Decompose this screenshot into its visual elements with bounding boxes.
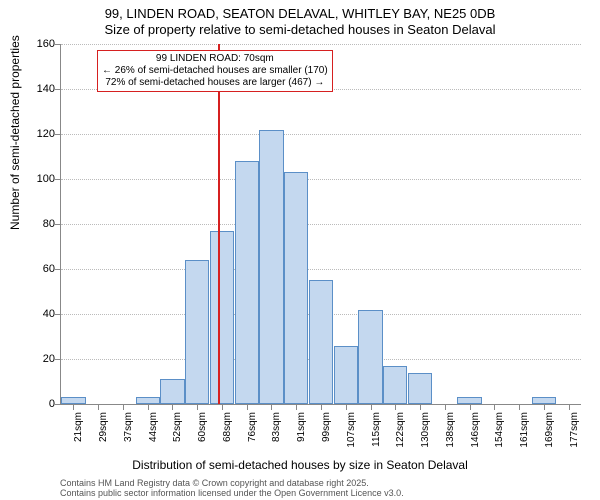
histogram-bar [408, 373, 432, 405]
chart-plot-area: 99 LINDEN ROAD: 70sqm ← 26% of semi-deta… [60, 44, 581, 405]
y-tick [55, 134, 61, 135]
histogram-bar [309, 280, 333, 404]
y-tick [55, 224, 61, 225]
gridline [61, 224, 581, 225]
x-tick [197, 404, 198, 410]
x-tick [247, 404, 248, 410]
x-tick-label: 52sqm [172, 412, 183, 452]
annotation-line1: 99 LINDEN ROAD: 70sqm [102, 53, 328, 65]
x-tick [172, 404, 173, 410]
y-tick-label: 20 [43, 353, 55, 365]
x-tick-label: 21sqm [73, 412, 84, 452]
y-tick [55, 179, 61, 180]
x-tick-label: 91sqm [296, 412, 307, 452]
y-tick-label: 60 [43, 263, 55, 275]
x-tick-label: 107sqm [346, 412, 357, 452]
y-tick [55, 269, 61, 270]
x-tick [123, 404, 124, 410]
annotation-box: 99 LINDEN ROAD: 70sqm ← 26% of semi-deta… [97, 50, 333, 92]
histogram-bar [160, 379, 184, 404]
x-tick [222, 404, 223, 410]
annotation-line2: ← 26% of semi-detached houses are smalle… [102, 65, 328, 77]
chart-title-main: 99, LINDEN ROAD, SEATON DELAVAL, WHITLEY… [0, 6, 600, 21]
y-tick-label: 140 [37, 83, 55, 95]
x-tick [445, 404, 446, 410]
x-tick [371, 404, 372, 410]
x-tick [395, 404, 396, 410]
histogram-bar [210, 231, 234, 404]
x-tick-label: 154sqm [494, 412, 505, 452]
y-tick-label: 80 [43, 218, 55, 230]
x-tick-label: 122sqm [395, 412, 406, 452]
x-tick-label: 44sqm [148, 412, 159, 452]
y-tick-label: 120 [37, 128, 55, 140]
y-tick-label: 40 [43, 308, 55, 320]
histogram-bar [61, 397, 85, 404]
x-tick [519, 404, 520, 410]
histogram-bar [532, 397, 556, 404]
chart-container: 99, LINDEN ROAD, SEATON DELAVAL, WHITLEY… [0, 0, 600, 500]
footer-line-1: Contains HM Land Registry data © Crown c… [60, 478, 369, 488]
histogram-bar [457, 397, 481, 404]
y-tick [55, 44, 61, 45]
y-axis-label: Number of semi-detached properties [8, 35, 22, 230]
x-tick [296, 404, 297, 410]
footer-line-2: Contains public sector information licen… [60, 488, 404, 498]
x-tick [494, 404, 495, 410]
x-tick-label: 37sqm [123, 412, 134, 452]
y-tick-label: 160 [37, 38, 55, 50]
x-tick-label: 177sqm [569, 412, 580, 452]
x-tick [271, 404, 272, 410]
x-tick-label: 76sqm [247, 412, 258, 452]
x-tick-label: 83sqm [271, 412, 282, 452]
histogram-bar [284, 172, 308, 404]
y-tick [55, 404, 61, 405]
histogram-bar [136, 397, 160, 404]
histogram-bar [358, 310, 382, 405]
gridline [61, 44, 581, 45]
histogram-bar [259, 130, 283, 405]
y-tick [55, 359, 61, 360]
x-tick-label: 146sqm [470, 412, 481, 452]
x-tick [148, 404, 149, 410]
x-tick-label: 138sqm [445, 412, 456, 452]
gridline [61, 179, 581, 180]
x-tick-label: 60sqm [197, 412, 208, 452]
x-tick-label: 115sqm [371, 412, 382, 452]
histogram-bar [383, 366, 407, 404]
x-tick-label: 99sqm [321, 412, 332, 452]
x-tick [420, 404, 421, 410]
histogram-bar [185, 260, 209, 404]
gridline [61, 269, 581, 270]
x-tick-label: 68sqm [222, 412, 233, 452]
x-tick [470, 404, 471, 410]
x-tick-label: 29sqm [98, 412, 109, 452]
x-tick [73, 404, 74, 410]
x-tick [321, 404, 322, 410]
y-tick-label: 0 [49, 398, 55, 410]
x-tick-label: 161sqm [519, 412, 530, 452]
y-tick [55, 89, 61, 90]
x-tick [544, 404, 545, 410]
annotation-line3: 72% of semi-detached houses are larger (… [102, 77, 328, 89]
x-tick [346, 404, 347, 410]
x-axis-label: Distribution of semi-detached houses by … [0, 458, 600, 472]
y-tick-label: 100 [37, 173, 55, 185]
gridline [61, 134, 581, 135]
reference-line [218, 44, 220, 404]
x-tick-label: 169sqm [544, 412, 555, 452]
histogram-bar [334, 346, 358, 405]
chart-title-sub: Size of property relative to semi-detach… [0, 22, 600, 37]
x-tick [569, 404, 570, 410]
histogram-bar [235, 161, 259, 404]
y-tick [55, 314, 61, 315]
x-tick [98, 404, 99, 410]
x-tick-label: 130sqm [420, 412, 431, 452]
